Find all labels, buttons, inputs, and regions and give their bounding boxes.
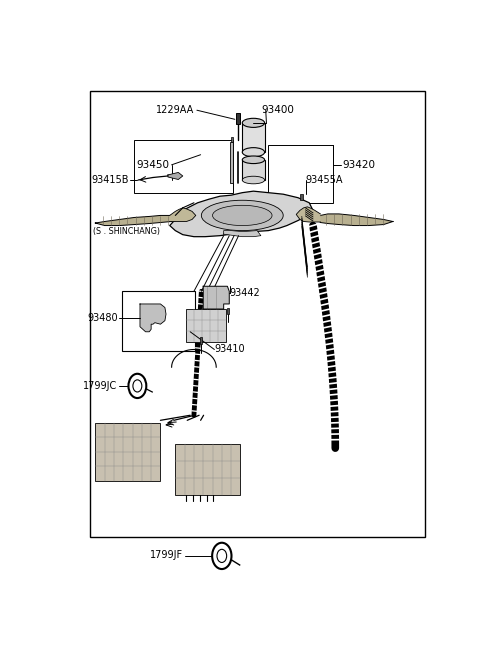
Text: 93400: 93400: [261, 105, 294, 115]
Bar: [227, 308, 229, 314]
Bar: [231, 137, 233, 142]
Polygon shape: [170, 191, 313, 237]
Polygon shape: [168, 172, 183, 179]
Bar: [236, 113, 240, 124]
Bar: [300, 194, 302, 200]
Ellipse shape: [202, 200, 283, 231]
Ellipse shape: [242, 176, 264, 184]
Bar: [268, 145, 334, 203]
Bar: [134, 139, 233, 193]
Text: (S . SHINCHANG): (S . SHINCHANG): [94, 227, 160, 236]
Text: 93410: 93410: [215, 344, 245, 355]
Text: 93455A: 93455A: [305, 175, 343, 185]
Text: 93442: 93442: [229, 288, 260, 298]
Polygon shape: [224, 231, 261, 237]
Bar: [96, 423, 160, 481]
Text: 93420: 93420: [343, 160, 376, 170]
Ellipse shape: [242, 118, 264, 127]
Polygon shape: [317, 214, 393, 225]
Text: 1799JF: 1799JF: [150, 551, 183, 560]
Text: 93480: 93480: [87, 313, 118, 323]
Bar: [186, 309, 226, 342]
Bar: [90, 91, 424, 537]
Bar: [175, 444, 240, 495]
Text: 1229AA: 1229AA: [156, 105, 194, 115]
Polygon shape: [203, 286, 229, 309]
Ellipse shape: [242, 148, 264, 157]
Text: 1799JC: 1799JC: [84, 381, 118, 391]
Bar: [242, 160, 264, 180]
Bar: [122, 291, 195, 351]
Polygon shape: [296, 207, 321, 222]
Ellipse shape: [213, 206, 272, 225]
Bar: [200, 337, 202, 344]
Bar: [230, 142, 233, 183]
Text: 93450: 93450: [137, 160, 170, 170]
Text: 93415B: 93415B: [91, 175, 129, 185]
Polygon shape: [140, 304, 166, 332]
Polygon shape: [96, 215, 175, 225]
Bar: [242, 123, 264, 152]
Polygon shape: [170, 208, 196, 221]
Ellipse shape: [242, 156, 264, 164]
